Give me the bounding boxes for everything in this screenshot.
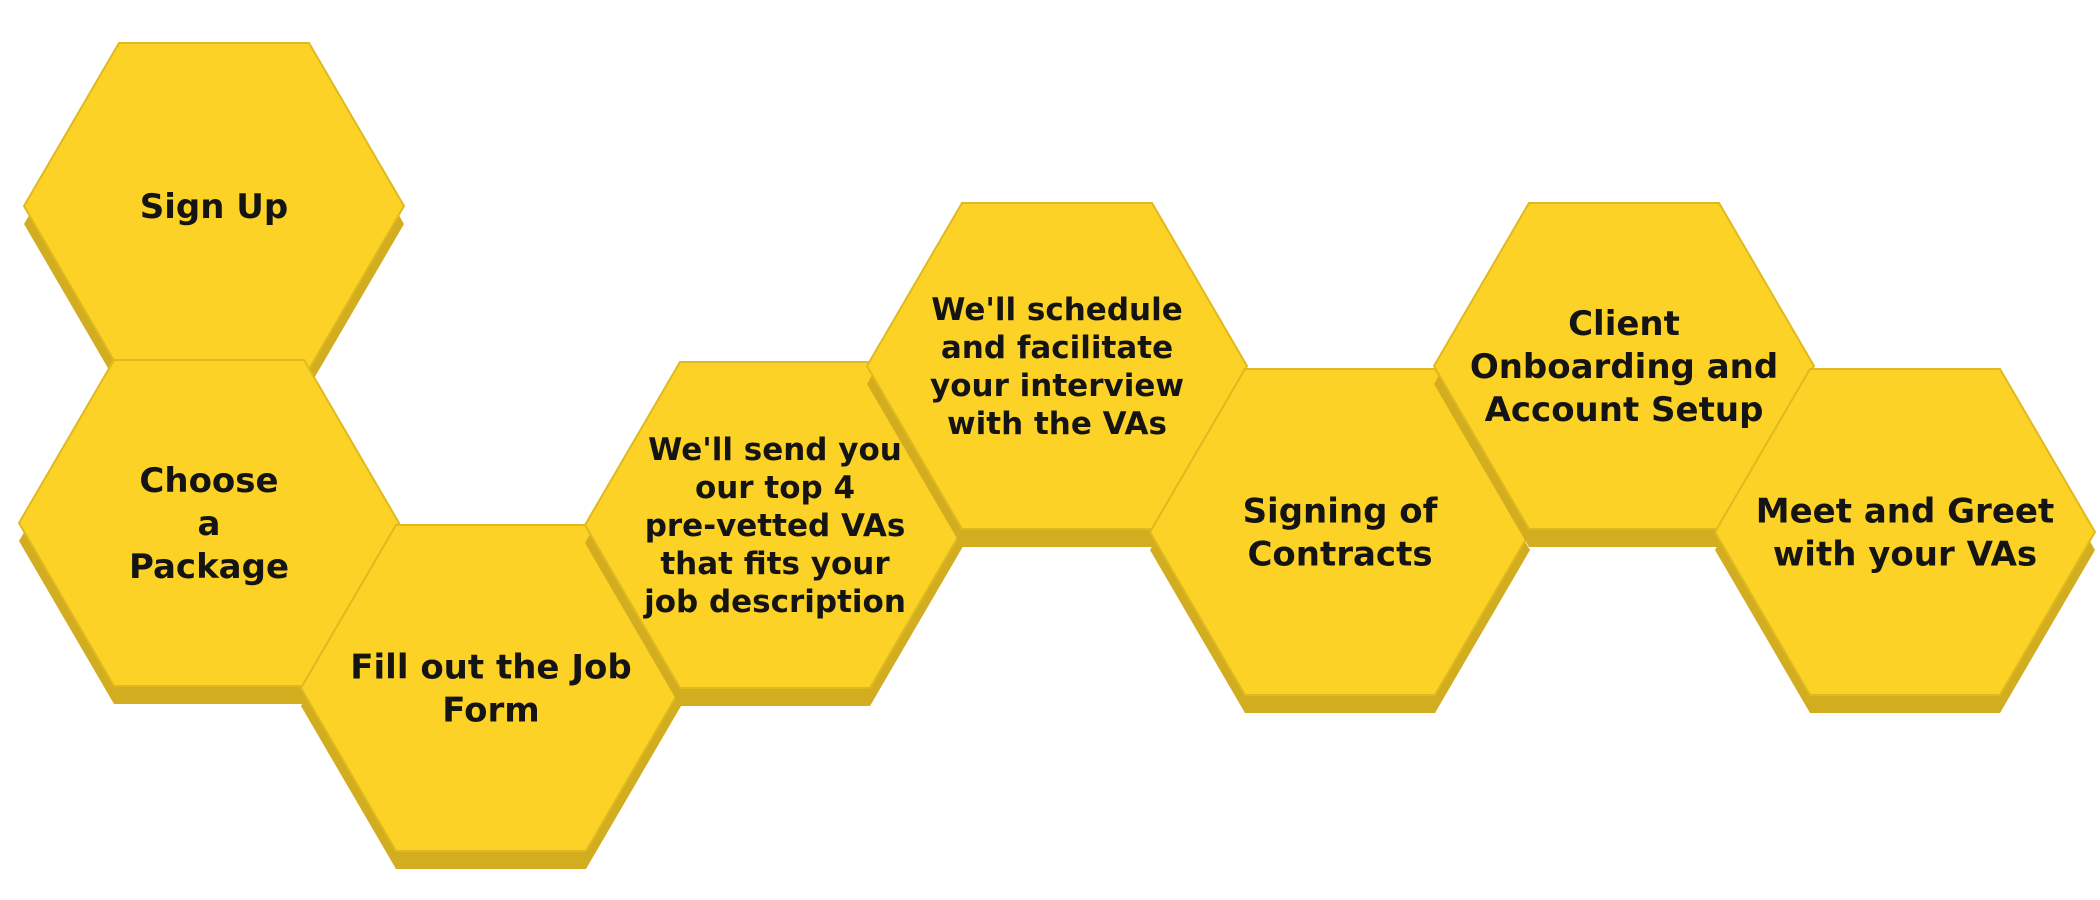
step-label-line: Fill out the Job xyxy=(350,647,631,687)
step-label-line: Sign Up xyxy=(140,187,288,227)
step-hexagon-schedule-interview: We'll schedule and facilitate your intervi… xyxy=(865,202,1249,547)
step-label: Signing of Contracts xyxy=(1243,491,1439,574)
step-label-line: that fits your xyxy=(660,546,890,582)
step-label-line: Contracts xyxy=(1247,534,1432,574)
step-label-line: We'll send you xyxy=(648,432,902,468)
step-label-line: a xyxy=(198,504,221,544)
step-label-line: Signing of xyxy=(1243,491,1439,531)
step-label: We'll send you our top 4 pre-vetted VAs tha… xyxy=(642,432,906,620)
hexagon-face xyxy=(1432,202,1816,530)
step-label-line: Client xyxy=(1568,304,1680,344)
step-label: We'll schedule and facilitate your intervi… xyxy=(930,292,1184,442)
step-label-line: pre-vetted VAs xyxy=(645,508,906,544)
step-label-line: Onboarding and xyxy=(1470,347,1778,387)
step-hexagon-signing-of-contracts: Signing of Contracts xyxy=(1148,368,1532,713)
hexagon-face xyxy=(17,359,401,687)
step-hexagon-send-top-4-vas: We'll send you our top 4 pre-vetted VAs tha… xyxy=(583,361,967,706)
step-label-line: your interview xyxy=(930,368,1184,404)
step-label-line: Choose xyxy=(139,461,278,501)
step-label-line: We'll schedule xyxy=(931,292,1182,328)
step-label: Fill out the Job Form xyxy=(350,647,631,730)
step-label-line: job description xyxy=(642,584,906,620)
hexagon-face xyxy=(865,202,1249,530)
step-label-line: with your VAs xyxy=(1773,534,2037,574)
step-label-line: Form xyxy=(442,690,539,730)
step-label: Choose a Package xyxy=(129,461,289,587)
step-label: Client Onboarding and Account Setup xyxy=(1470,304,1778,430)
step-hexagon-choose-package: Choose a Package xyxy=(17,359,401,704)
step-label-line: our top 4 xyxy=(695,470,855,506)
step-hexagon-meet-and-greet: Meet and Greet with your VAs xyxy=(1713,368,2097,713)
step-label-line: Account Setup xyxy=(1485,390,1764,430)
step-label-line: with the VAs xyxy=(947,406,1167,442)
step-label-line: Meet and Greet xyxy=(1756,491,2054,531)
step-hexagon-sign-up: Sign Up xyxy=(22,42,406,387)
step-label-line: Package xyxy=(129,547,289,587)
step-hexagon-client-onboarding: Client Onboarding and Account Setup xyxy=(1432,202,1816,547)
step-label: Sign Up xyxy=(140,187,288,227)
step-label: Meet and Greet with your VAs xyxy=(1756,491,2054,574)
hexagon-face xyxy=(1713,368,2097,696)
step-hexagon-fill-out-job-form: Fill out the Job Form xyxy=(299,524,683,869)
step-label-line: and facilitate xyxy=(941,330,1173,366)
